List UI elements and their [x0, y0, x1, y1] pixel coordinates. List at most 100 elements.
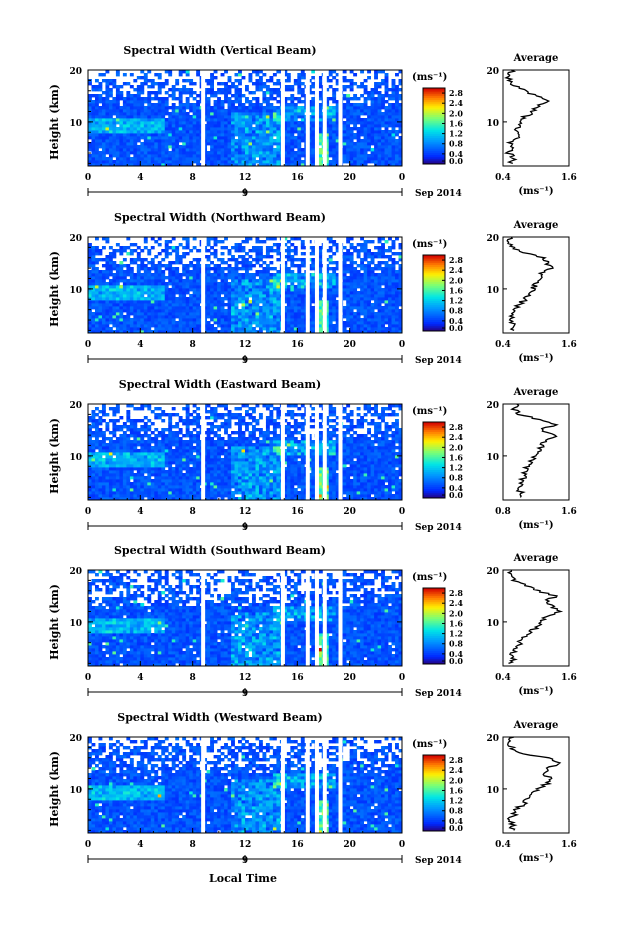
heatmap-cell [171, 136, 176, 140]
heatmap-cell [171, 94, 176, 98]
heatmap-cell [391, 133, 396, 137]
heatmap-cell [91, 327, 96, 331]
heatmap-cell [161, 163, 166, 167]
heatmap-cell [231, 109, 235, 113]
heatmap-cell [101, 276, 106, 280]
colorbar-swatch [423, 139, 445, 142]
heatmap-cell [164, 300, 169, 304]
heatmap-cell [154, 112, 159, 116]
heatmap-cell [251, 121, 256, 125]
heatmap-cell [224, 267, 228, 271]
x-tick-label: 0 [399, 340, 405, 350]
heatmap-cell [335, 148, 340, 152]
heatmap-cell [91, 163, 96, 167]
heatmap-cell [182, 91, 187, 95]
heatmap-cell [88, 157, 92, 161]
heatmap-cell [140, 121, 145, 125]
heatmap-cell [363, 243, 368, 247]
heatmap-cell [185, 160, 190, 164]
heatmap-cell [234, 243, 239, 247]
heatmap-cell [112, 282, 117, 286]
heatmap-cell [325, 121, 330, 125]
heatmap-cell [157, 237, 162, 241]
heatmap-cell [227, 497, 232, 501]
heatmap-cell [126, 321, 131, 325]
heatmap-cell [245, 291, 249, 295]
heatmap-cell [318, 115, 323, 119]
heatmap-cell [238, 109, 242, 113]
heatmap-cell [115, 121, 120, 125]
heatmap-cell [185, 303, 190, 307]
heatmap-cell [196, 267, 201, 271]
heatmap-cell [112, 318, 117, 322]
heatmap-cell [224, 246, 228, 250]
heatmap-cell [297, 291, 302, 295]
heatmap-cell [300, 258, 305, 262]
heatmap-cell [122, 282, 127, 286]
heatmap-cell [161, 124, 166, 128]
heatmap-cell [258, 157, 263, 161]
heatmap-cell [224, 157, 228, 161]
heatmap-cell [175, 106, 180, 110]
heatmap-cell [157, 157, 162, 161]
heatmap-cell [231, 291, 235, 295]
heatmap-cell [217, 315, 221, 319]
colorbar-swatch [423, 281, 445, 284]
heatmap-cell [157, 163, 162, 167]
heatmap-cell [374, 70, 378, 74]
y-axis-label: Height (km) [48, 251, 61, 327]
heatmap-cell [98, 330, 103, 334]
heatmap-cell [171, 154, 176, 158]
heatmap-cell [241, 258, 246, 262]
heatmap-cell [335, 294, 340, 298]
heatmap-cell [276, 124, 281, 128]
heatmap-cell [196, 124, 201, 128]
heatmap-cell [98, 82, 103, 86]
heatmap-cell [283, 142, 288, 146]
heatmap-cell [119, 118, 124, 122]
heatmap-cell [265, 291, 270, 295]
heatmap-cell [360, 294, 365, 298]
heatmap-cell [276, 297, 281, 301]
heatmap-cell [318, 327, 323, 331]
heatmap-cell [353, 288, 358, 292]
heatmap-cell [122, 139, 127, 143]
heatmap-cell [367, 118, 371, 122]
colorbar-swatch [423, 116, 445, 119]
heatmap-cell [220, 133, 225, 137]
heatmap-cell [297, 76, 302, 80]
heatmap-cell [398, 112, 403, 116]
heatmap-cell [136, 94, 141, 98]
heatmap-cell [220, 324, 225, 328]
heatmap-cell [356, 309, 361, 313]
heatmap-cell [370, 318, 375, 322]
average-y-tick-label: 10 [486, 286, 499, 296]
heatmap-cell [136, 118, 141, 122]
heatmap-cell [122, 321, 127, 325]
heatmap-cell [189, 297, 194, 301]
heatmap-cell [241, 133, 246, 137]
heatmap-cell [129, 112, 134, 116]
heatmap-cell [94, 282, 99, 286]
heatmap-cell [185, 288, 190, 292]
heatmap-cell [192, 330, 197, 334]
heatmap-cell [140, 70, 145, 74]
heatmap-cell [255, 127, 260, 131]
heatmap-cell [363, 285, 368, 289]
heatmap-cell [206, 127, 211, 131]
heatmap-cell [251, 91, 256, 95]
heatmap-cell [353, 273, 358, 277]
heatmap-cell [293, 318, 298, 322]
heatmap-cell [217, 151, 221, 155]
heatmap-cell [136, 315, 141, 319]
heatmap-cell [258, 133, 263, 137]
heatmap-cell [342, 252, 347, 256]
heatmap-cell [98, 252, 103, 256]
heatmap-cell [265, 157, 270, 161]
heatmap-cell [342, 324, 347, 328]
heatmap-cell [157, 318, 162, 322]
heatmap-cell [108, 270, 113, 274]
heatmap-cell [346, 160, 351, 164]
heatmap-cell [133, 497, 138, 501]
heatmap-cell [164, 79, 169, 83]
